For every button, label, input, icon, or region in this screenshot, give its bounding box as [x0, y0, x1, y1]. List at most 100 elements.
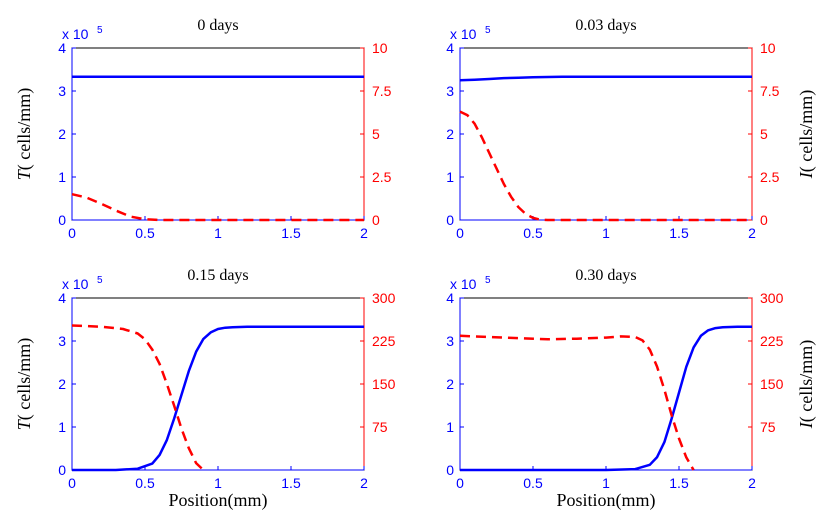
y-right-label-variable: I: [796, 421, 816, 429]
y-right-tick-label: 75: [760, 419, 776, 435]
x-tick-label: 1.5: [669, 225, 689, 241]
x-tick-label: 0.5: [135, 475, 155, 491]
y-right-tick-label: 0: [760, 212, 768, 228]
y-right-tick-label: 10: [372, 40, 388, 56]
y-left-label-units: ( cells/mm): [14, 88, 35, 170]
y-multiplier-exponent: 5: [485, 275, 491, 286]
y-left-tick-label: 4: [58, 40, 66, 56]
x-axis-label: Position(mm): [168, 490, 267, 511]
series-line-I: [71, 324, 205, 471]
chart-title: 0.15 days: [187, 267, 248, 284]
y-right-tick-label: 75: [372, 419, 388, 435]
x-tick-label: 2: [360, 225, 368, 241]
y-left-tick-label: 1: [446, 419, 454, 435]
x-tick-label: 0.5: [135, 225, 155, 241]
y-right-tick-label: 150: [372, 376, 396, 392]
y-right-tick-label: 5: [760, 126, 768, 142]
y-right-label-units: ( cells/mm): [796, 90, 817, 172]
chart-panel-4: 0 0.5 1 1.5 2 0 1 2 3 4 75 150 225 300 x 10 5 0.30 days I…: [446, 267, 817, 511]
series-line-I: [459, 334, 695, 471]
y-right-tick-label: 10: [760, 40, 776, 56]
y-left-tick-label: 0: [58, 462, 66, 478]
y-left-tick-label: 4: [446, 290, 454, 306]
x-tick-label: 1: [214, 225, 222, 241]
plot-frame: [459, 297, 753, 471]
y-left-tick-label: 4: [446, 40, 454, 56]
y-right-tick-label: 0: [372, 212, 380, 228]
y-right-tick-label: 225: [760, 333, 784, 349]
y-right-tick-label: 5: [372, 126, 380, 142]
y-left-tick-label: 2: [58, 126, 66, 142]
y-multiplier-exponent: 5: [97, 25, 103, 36]
x-tick-label: 0: [456, 225, 464, 241]
y-multiplier-exponent: 5: [97, 275, 103, 286]
y-right-axis-label: I( cells/mm): [796, 90, 817, 179]
y-left-tick-label: 3: [446, 83, 454, 99]
y-right-label-variable: I: [796, 171, 816, 179]
y-multiplier: x 10: [62, 276, 89, 292]
y-multiplier: x 10: [62, 26, 89, 42]
y-left-label-units: ( cells/mm): [14, 338, 35, 420]
y-right-tick-label: 300: [372, 290, 396, 306]
y-right-label-units: ( cells/mm): [796, 340, 817, 422]
y-left-tick-label: 4: [58, 290, 66, 306]
y-right-tick-label: 150: [760, 376, 784, 392]
y-left-tick-label: 1: [58, 169, 66, 185]
y-right-tick-label: 2.5: [760, 169, 780, 185]
x-tick-label: 2: [748, 225, 756, 241]
x-axis-label: Position(mm): [556, 490, 655, 511]
y-left-label-variable: T: [14, 168, 34, 180]
x-tick-label: 0: [68, 225, 76, 241]
y-left-tick-label: 1: [446, 169, 454, 185]
x-tick-label: 0: [68, 475, 76, 491]
chart-panel-3: 0 0.5 1 1.5 2 0 1 2 3 4 75 150 225 300 x 10 5 0.15 days T…: [14, 267, 396, 511]
y-right-tick-label: 300: [760, 290, 784, 306]
x-tick-label: 1: [214, 475, 222, 491]
y-left-tick-label: 2: [446, 376, 454, 392]
x-tick-label: 1.5: [281, 225, 301, 241]
y-left-axis-label: T( cells/mm): [14, 88, 35, 181]
y-left-tick-label: 0: [446, 462, 454, 478]
y-right-tick-label: 7.5: [760, 83, 780, 99]
y-multiplier-exponent: 5: [485, 25, 491, 36]
x-tick-label: 0: [456, 475, 464, 491]
chart-title: 0.30 days: [575, 267, 636, 284]
chart-title: 0 days: [197, 17, 238, 34]
chart-title: 0.03 days: [575, 17, 636, 34]
y-left-tick-label: 0: [58, 212, 66, 228]
y-left-tick-label: 3: [58, 83, 66, 99]
y-left-axis-label: T( cells/mm): [14, 338, 35, 431]
x-tick-label: 1.5: [281, 475, 301, 491]
y-multiplier: x 10: [450, 26, 477, 42]
plot-frame: [459, 47, 753, 221]
series-line-I: [459, 110, 752, 222]
series-line-T: [460, 325, 752, 472]
x-tick-label: 1.5: [669, 475, 689, 491]
x-tick-label: 0.5: [523, 475, 543, 491]
series-line-I: [71, 192, 364, 222]
x-tick-label: 1: [602, 225, 610, 241]
y-right-axis-label: I( cells/mm): [796, 340, 817, 429]
y-left-tick-label: 3: [446, 333, 454, 349]
y-left-tick-label: 2: [58, 376, 66, 392]
series-line-T: [459, 75, 752, 82]
x-tick-label: 1: [602, 475, 610, 491]
series-line-T: [72, 325, 364, 472]
x-tick-label: 2: [360, 475, 368, 491]
y-multiplier: x 10: [450, 276, 477, 292]
y-right-tick-label: 7.5: [372, 83, 392, 99]
y-right-tick-label: 2.5: [372, 169, 392, 185]
y-left-tick-label: 0: [446, 212, 454, 228]
plot-frame: [71, 47, 365, 221]
y-left-tick-label: 3: [58, 333, 66, 349]
y-left-label-variable: T: [14, 418, 34, 430]
x-tick-label: 0.5: [523, 225, 543, 241]
y-right-tick-label: 225: [372, 333, 396, 349]
y-left-tick-label: 2: [446, 126, 454, 142]
y-left-tick-label: 1: [58, 419, 66, 435]
x-tick-label: 2: [748, 475, 756, 491]
plot-frame: [71, 297, 365, 471]
